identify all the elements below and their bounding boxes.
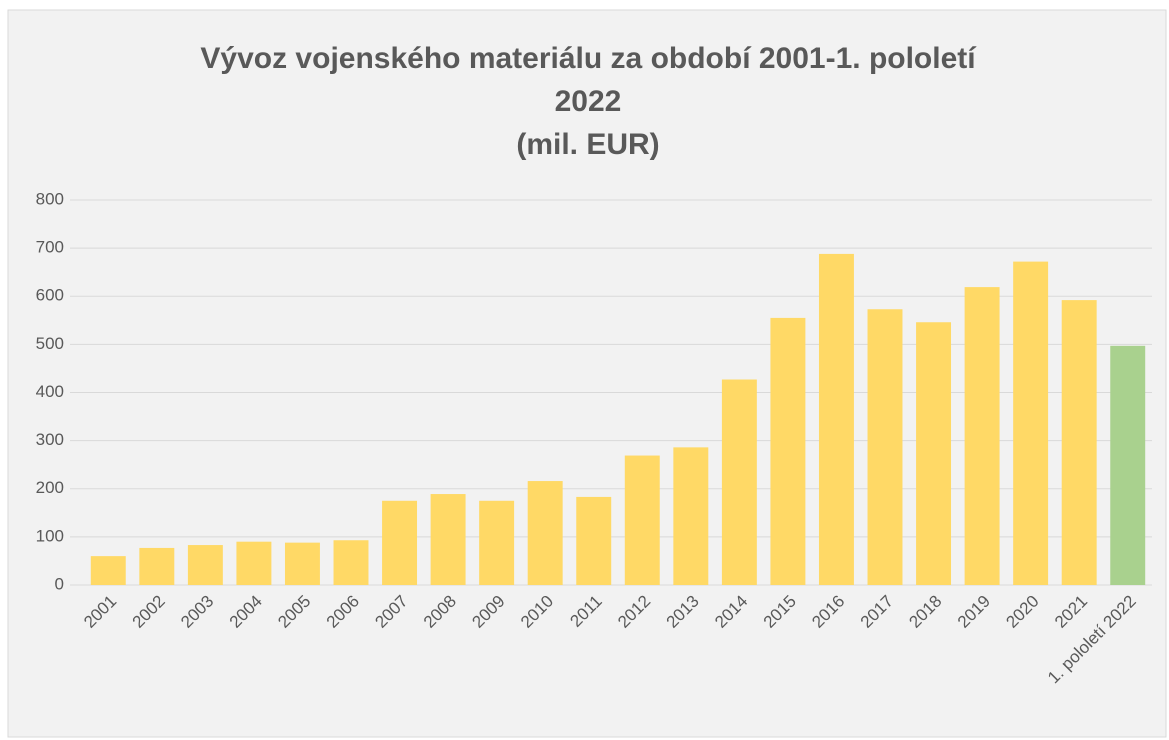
bar (770, 317, 806, 585)
y-tick-label: 300 (36, 430, 64, 449)
y-tick-label: 0 (55, 574, 64, 593)
chart-title: (mil. EUR) (516, 128, 659, 161)
bar (673, 447, 709, 585)
chart-title: Vývoz vojenského materiálu za období 200… (200, 42, 977, 75)
bar (333, 540, 369, 585)
y-tick-label: 100 (36, 526, 64, 545)
bar (382, 500, 418, 585)
y-tick-label: 800 (36, 189, 64, 208)
bar (1061, 300, 1097, 585)
y-tick-label: 400 (36, 382, 64, 401)
bar (479, 500, 515, 585)
bar (430, 494, 466, 585)
bar (721, 379, 757, 585)
bar (818, 253, 854, 585)
y-tick-label: 700 (36, 238, 64, 257)
bar (1013, 261, 1049, 585)
bar (1110, 345, 1146, 585)
bar (964, 287, 1000, 585)
bar (527, 481, 563, 585)
bar (624, 455, 660, 585)
y-tick-label: 200 (36, 478, 64, 497)
bar (139, 547, 175, 585)
y-tick-label: 600 (36, 286, 64, 305)
bar (187, 545, 223, 585)
bar (867, 309, 903, 585)
bar (916, 322, 952, 585)
bar (576, 496, 612, 585)
y-tick-label: 500 (36, 334, 64, 353)
bar (236, 541, 272, 585)
bar (284, 542, 320, 585)
bar (90, 556, 126, 585)
chart-title: 2022 (555, 85, 622, 118)
